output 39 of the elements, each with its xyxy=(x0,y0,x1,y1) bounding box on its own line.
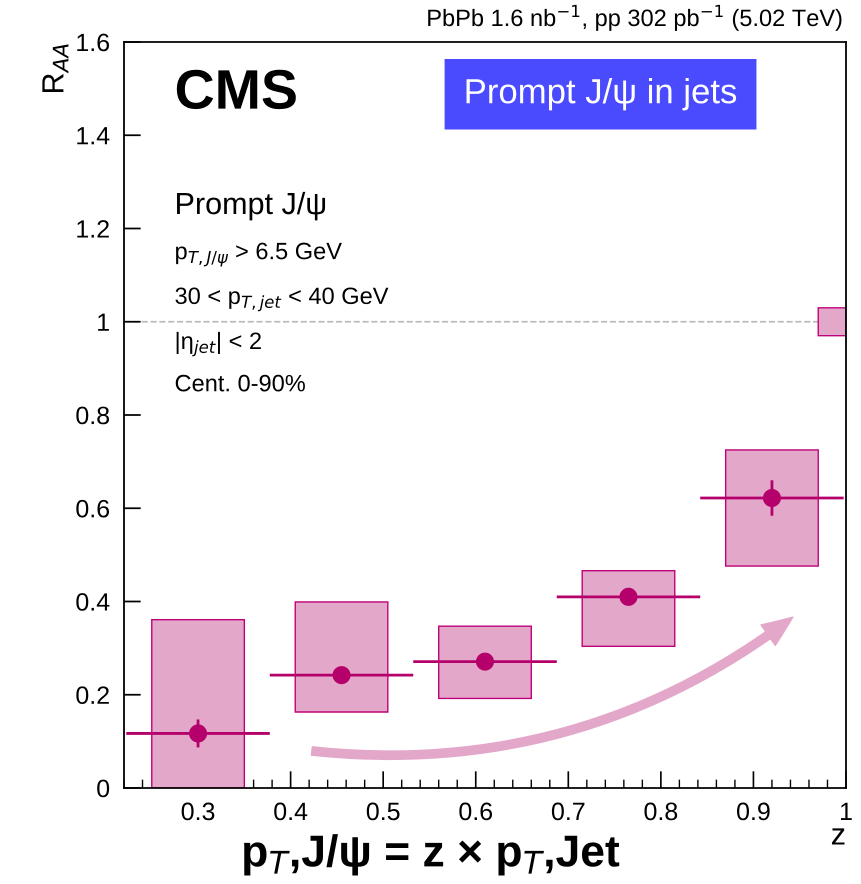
x-tick-label: 1 xyxy=(840,802,852,820)
x-tick-label: 0.6 xyxy=(459,802,492,820)
point xyxy=(476,652,494,671)
annotation: 30 < p$_{T,jet}$ < 40 GeV xyxy=(175,287,388,312)
x-tick-label: 0.3 xyxy=(182,802,214,820)
bar xyxy=(151,618,246,788)
annotation: |η$_{jet}$| < 2 xyxy=(176,332,261,356)
x-tick-label: 0.7 xyxy=(552,802,584,820)
bar xyxy=(438,626,532,700)
annotation: Prompt J/ψ xyxy=(177,192,326,220)
x-tick-label: 0.5 xyxy=(366,802,400,820)
point xyxy=(189,724,208,742)
x-tick-label: 0.8 xyxy=(644,802,678,820)
bar xyxy=(818,307,846,336)
y-tick-label: 0.8 xyxy=(76,406,110,424)
y-tick-label: 0 xyxy=(97,780,110,798)
annotation: Cent. 0-90% xyxy=(176,374,305,392)
y-tick-label: 0.2 xyxy=(76,686,109,704)
bar xyxy=(581,570,676,647)
x-tick-label: 0.4 xyxy=(274,802,308,820)
point xyxy=(762,488,781,508)
annotation: p$_{T,J/ψ}$ > 6.5 GeV xyxy=(176,242,342,266)
y-tick-label: 1.4 xyxy=(77,127,110,144)
text: p$_{T}$,J/ψ = z × p$_{T}$,Jet xyxy=(244,834,620,876)
point xyxy=(619,588,638,606)
y-axis-title: R$_{AA}$ xyxy=(42,44,68,92)
y-tick-label: 1.6 xyxy=(77,34,110,52)
bar xyxy=(294,601,389,713)
y-tick-label: 1 xyxy=(98,314,109,331)
x-axis-title: z xyxy=(832,828,844,845)
y-tick-label: 0.6 xyxy=(76,500,110,518)
annotation: Prompt J/ψ in jets xyxy=(466,78,736,110)
point xyxy=(332,666,351,684)
annotation: CMS xyxy=(176,70,296,110)
chart-title: PbPb 1.6 nb$^{−1}$, pp 302 pb$^{−1}$ (5.02 TeV) xyxy=(428,4,842,31)
y-tick-label: 0.4 xyxy=(76,593,110,611)
bar xyxy=(724,449,819,567)
x-tick-label: 0.9 xyxy=(737,802,770,820)
y-tick-label: 1.2 xyxy=(77,220,109,238)
